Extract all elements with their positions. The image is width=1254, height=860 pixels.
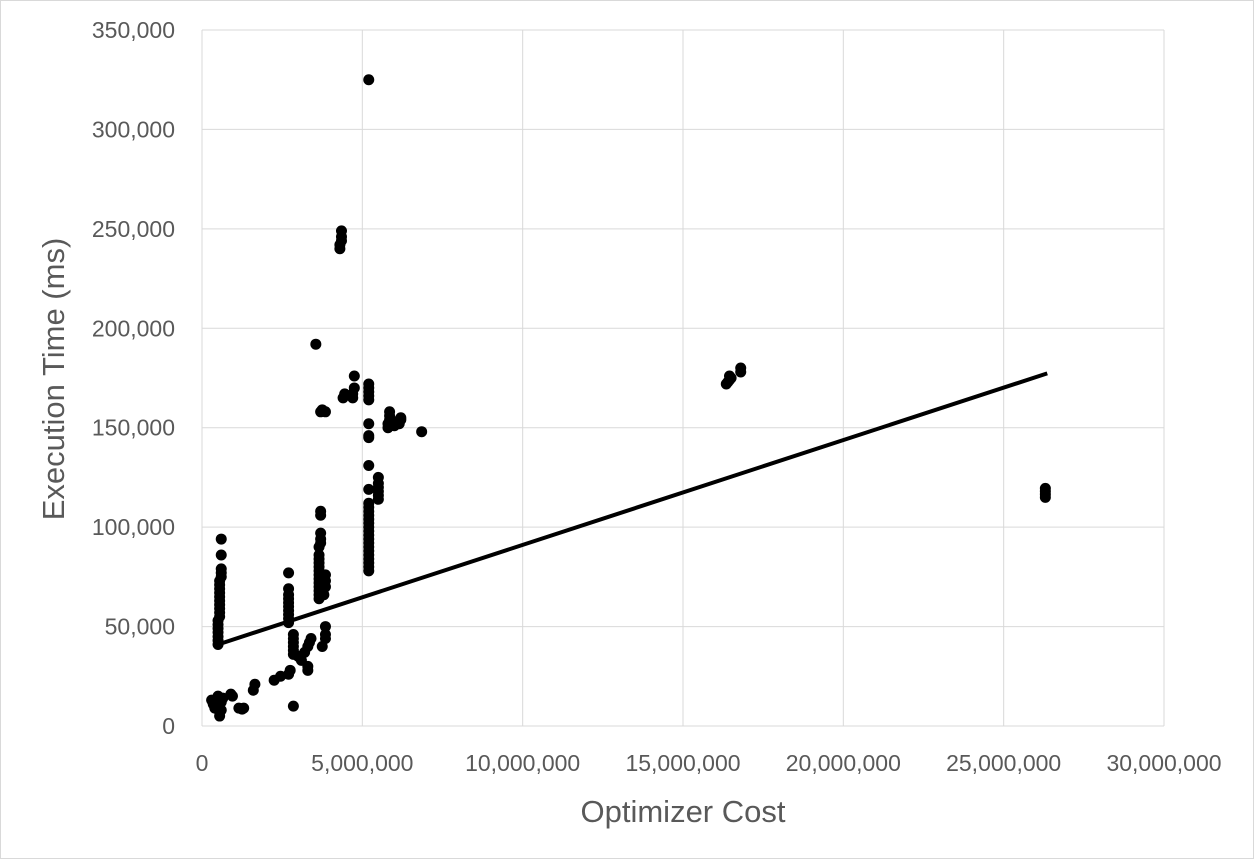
data-point [319,629,331,641]
y-tick-label: 350,000 [92,17,175,43]
data-point [283,567,295,579]
data-point [416,426,428,438]
y-tick-label: 100,000 [92,514,175,540]
data-point [215,549,227,561]
y-tick-label: 50,000 [105,614,175,640]
data-point [395,412,407,424]
trendline-group [215,371,1048,647]
data-point [310,338,322,350]
x-tick-label: 5,000,000 [311,750,413,776]
y-axis-title: Execution Time (ms) [36,238,71,521]
data-point [363,483,375,495]
y-tick-label: 0 [162,713,175,739]
data-point [315,527,327,539]
data-point [372,471,384,483]
data-point [215,563,227,575]
data-point [319,621,331,633]
data-point [735,362,747,374]
x-tick-label: 25,000,000 [946,750,1061,776]
y-tick-label: 300,000 [92,116,175,142]
x-tick-label: 0 [196,750,209,776]
data-point [283,583,295,595]
data-point [287,700,299,712]
x-tick-label: 15,000,000 [625,750,740,776]
data-point [315,505,327,517]
data-points [206,74,1051,722]
data-point [319,569,331,581]
data-point [363,74,375,86]
y-tick-label: 200,000 [92,315,175,341]
data-point [238,702,250,714]
tick-labels: 0 50,000 100,000 150,000 200,000 250,000 300,0… [92,17,1222,776]
data-point [284,664,296,676]
data-point [348,382,360,394]
y-tick-label: 150,000 [92,415,175,441]
data-point [363,430,375,442]
data-point [302,660,314,672]
data-point [384,406,396,418]
x-tick-label: 20,000,000 [786,750,901,776]
data-point [249,678,261,690]
data-point [335,225,347,237]
data-point [305,633,317,645]
data-point [363,497,375,509]
data-point [215,696,227,708]
data-point [226,690,238,702]
data-point [313,549,325,561]
data-point [319,406,331,418]
data-point [348,370,360,382]
data-point [287,629,299,641]
data-point [215,704,227,716]
data-point [363,459,375,471]
trendline [215,371,1048,647]
x-axis-title: Optimizer Cost [581,794,786,829]
grid-lines [201,29,1165,727]
data-point [723,370,735,382]
data-point [1039,482,1051,494]
data-point [363,418,375,430]
data-point [363,378,375,390]
data-point [215,533,227,545]
x-tick-label: 30,000,000 [1106,750,1221,776]
x-tick-label: 10,000,000 [465,750,580,776]
y-tick-label: 250,000 [92,216,175,242]
